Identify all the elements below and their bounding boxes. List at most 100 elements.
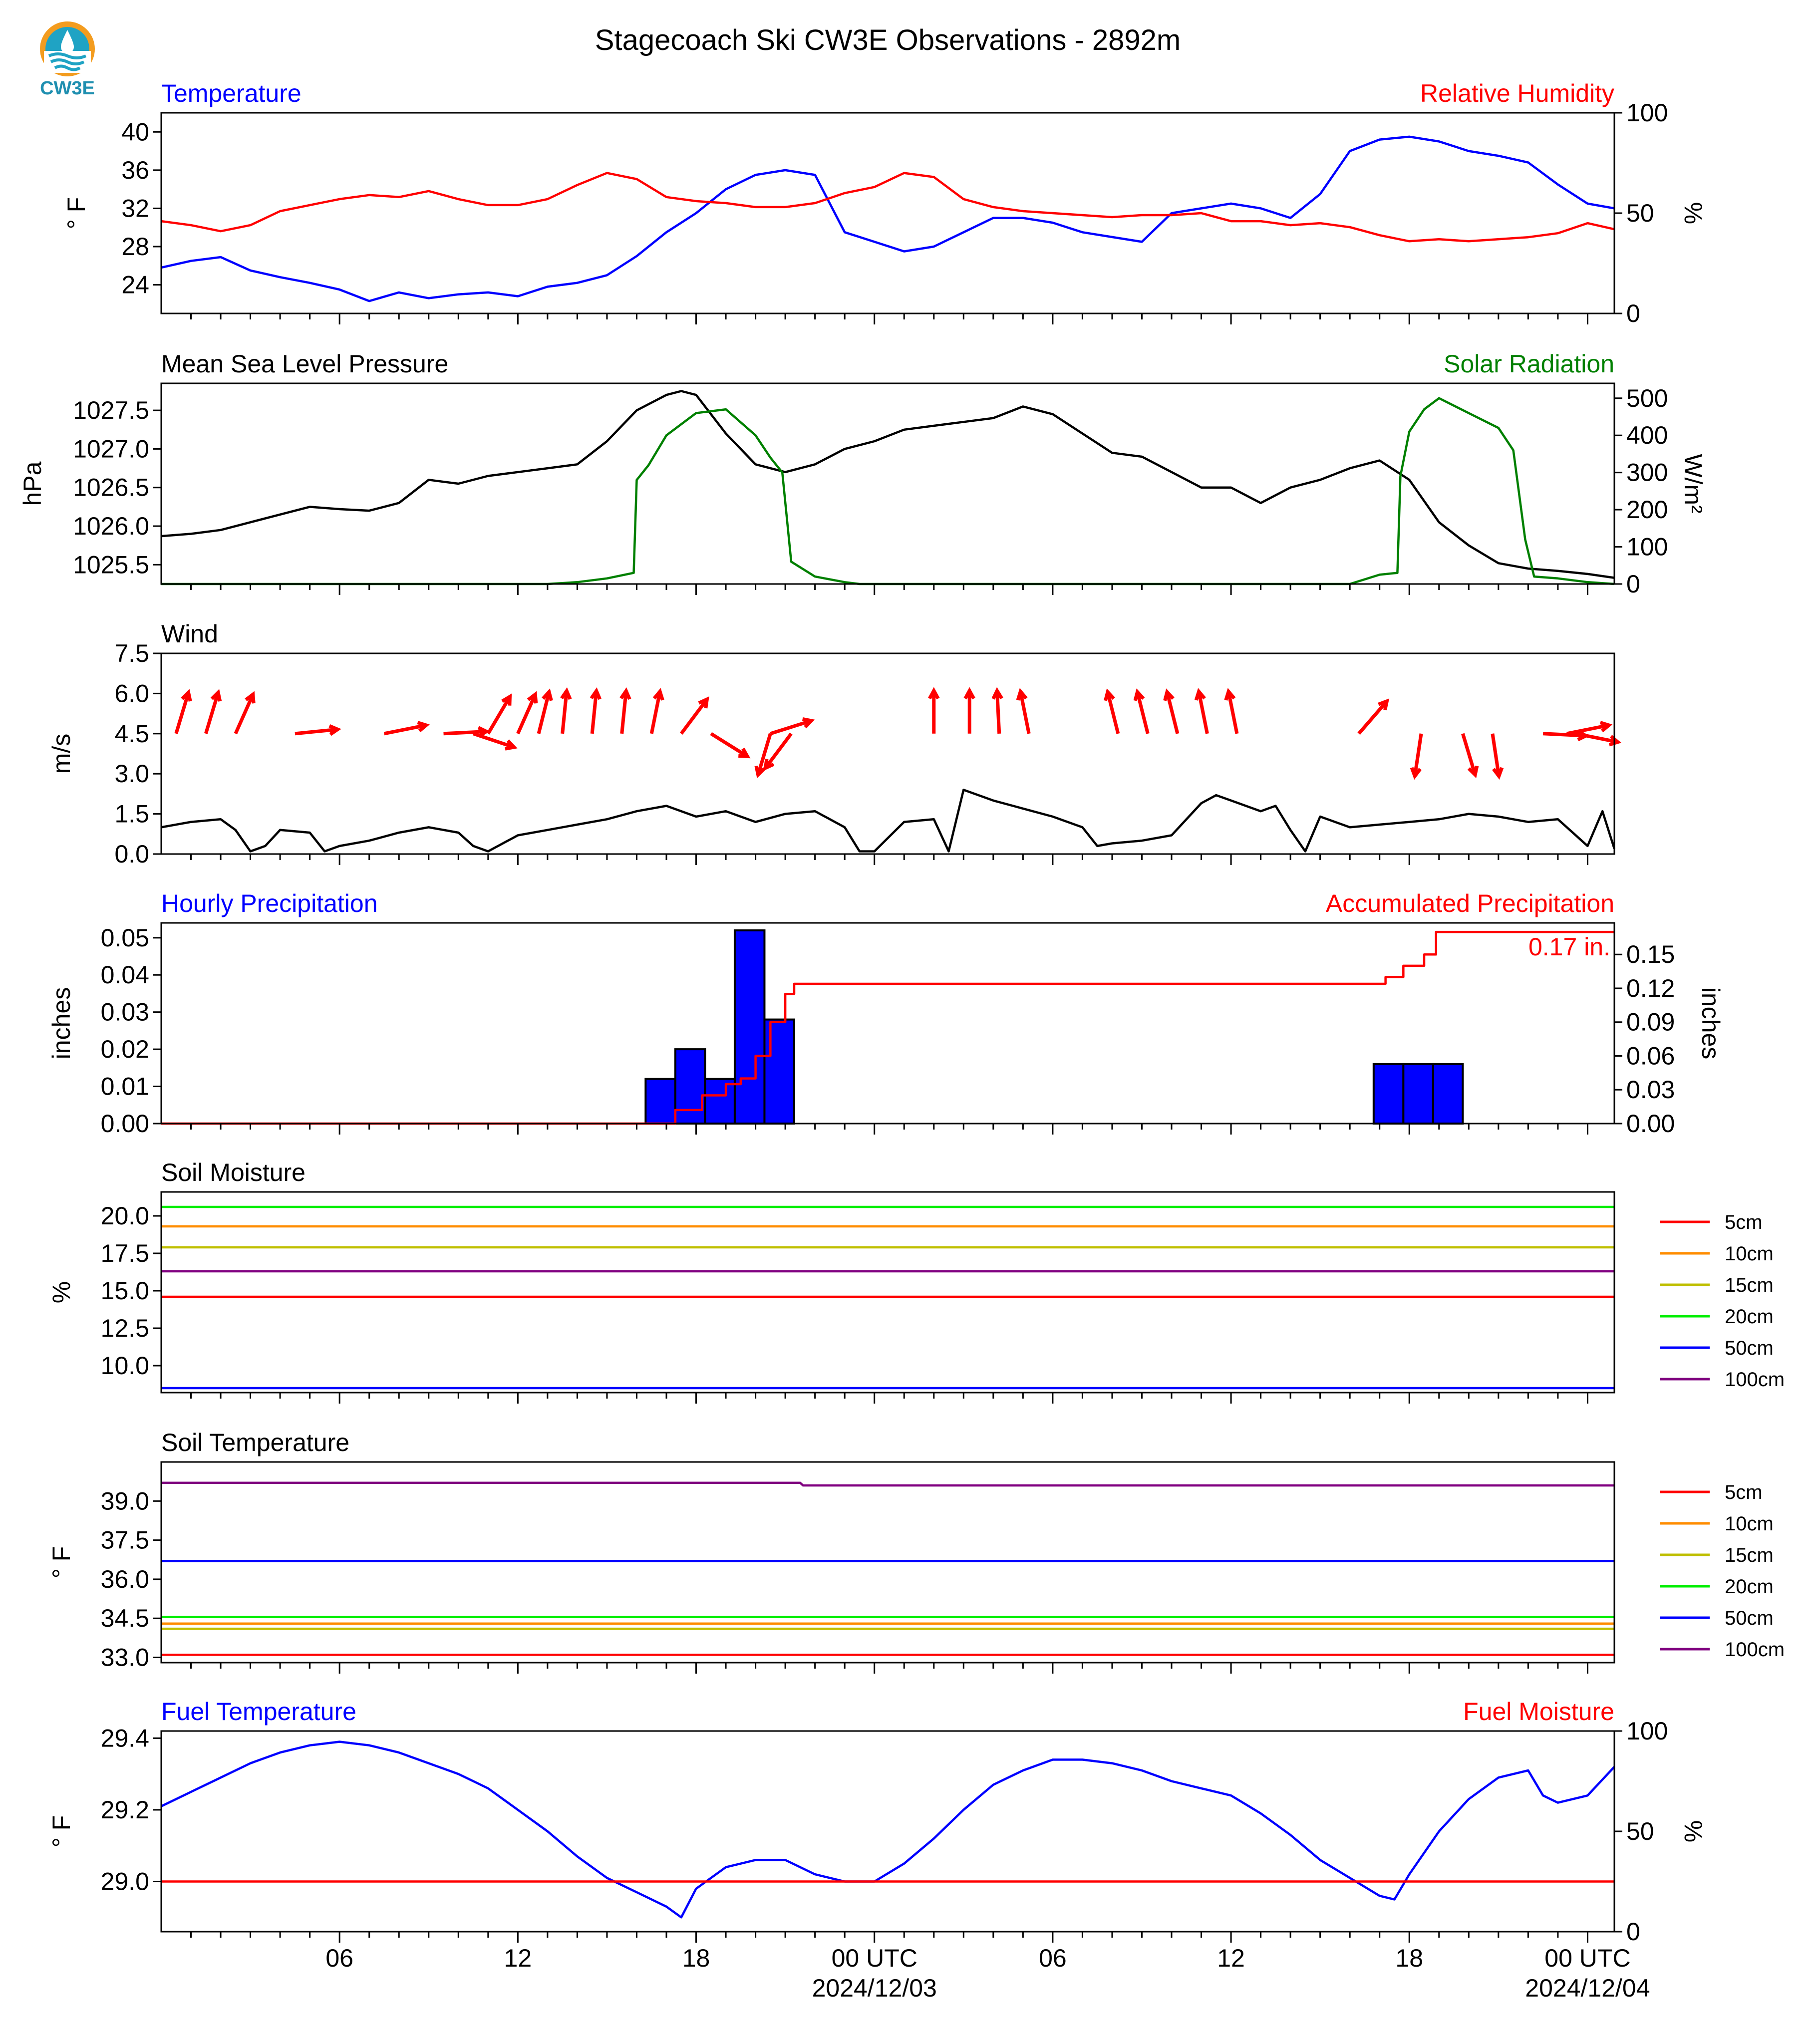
legend-label: 100cm (1725, 1369, 1785, 1391)
y-tick-label-right: 400 (1626, 421, 1668, 449)
panel-title-right: Relative Humidity (1420, 79, 1614, 107)
y-axis-label-right: % (1679, 202, 1707, 224)
panel-title-left: Hourly Precipitation (161, 889, 378, 917)
wind-vector (1224, 688, 1239, 734)
wind-vector-shaft (472, 732, 515, 749)
wind-vector-head (763, 759, 775, 771)
x-tick-label: 18 (682, 1944, 710, 1972)
legend-label: 10cm (1725, 1243, 1774, 1265)
x-tick-label: 12 (1217, 1944, 1245, 1972)
panel-2: Wind m/s 0.0 1.5 3.0 4.5 6.0 7.5 (47, 620, 1622, 868)
depth-legend: 5cm 10cm 15cm 20cm 50cm 100cm (1660, 1481, 1785, 1661)
wind-vector (234, 691, 256, 735)
wind-vector-head (1378, 698, 1390, 711)
legend-label: 20cm (1725, 1306, 1774, 1328)
wind-vector (770, 717, 815, 736)
wind-vector-shaft (1575, 732, 1618, 744)
panel-frame (160, 382, 1615, 585)
wind-vector (1357, 698, 1390, 735)
y-tick-label: 1.5 (114, 800, 149, 828)
wind-vector (383, 721, 430, 736)
y-tick-label: 1026.5 (73, 474, 149, 502)
y-axis-label-right: inches (1697, 987, 1725, 1060)
y-tick-label-right: 50 (1626, 1817, 1654, 1845)
depth-legend: 5cm 10cm 15cm 20cm 50cm 100cm (1660, 1211, 1785, 1391)
wind-vector-shaft (537, 691, 551, 734)
wind-vector (1194, 688, 1209, 734)
wind-vector (991, 687, 1003, 734)
legend-label: 20cm (1725, 1576, 1774, 1598)
wind-vector-shaft (1357, 700, 1389, 735)
y-tick-label: 40 (121, 118, 149, 146)
y-axis-label: inches (47, 987, 75, 1060)
wind-vector (963, 687, 975, 734)
wind-vector-head (245, 691, 256, 704)
y-axis-label: ° F (47, 1546, 75, 1578)
y-tick-label: 15.0 (101, 1277, 149, 1305)
y-axis-label: ° F (62, 197, 90, 229)
y-tick-label-right: 0 (1626, 299, 1640, 327)
wind-vector-head (1492, 767, 1504, 780)
wind-vector-shaft (995, 690, 1001, 734)
y-tick-label: 0.04 (101, 961, 149, 989)
y-tick-label-right: 0.00 (1626, 1110, 1675, 1138)
wind-vector (649, 688, 664, 734)
panel-4: Soil Moisture% 10.0 12.5 15.0 17.5 20.0 5cm 10c… (47, 1159, 1785, 1404)
y-tick-label: 0.02 (101, 1035, 149, 1063)
wind-vector-head (738, 747, 751, 759)
wind-vector (486, 693, 512, 735)
wind-vector-head (1194, 688, 1206, 701)
y-tick-label-right: 100 (1626, 99, 1668, 127)
wind-vector-head (210, 689, 222, 702)
legend-label: 15cm (1725, 1544, 1774, 1566)
y-tick-label-right: 100 (1626, 533, 1668, 561)
wind-vector (590, 687, 602, 734)
precip-bar (1432, 1063, 1464, 1125)
panel-title-left: Wind (161, 620, 218, 648)
y-tick-label-right: 500 (1626, 384, 1668, 412)
wind-vector (619, 687, 631, 734)
panel-6: Fuel Temperature Fuel Moisture ° F % 29.0 29.… (47, 1698, 1707, 1946)
wind-vector (1104, 688, 1120, 734)
wind-vector-head (501, 693, 512, 706)
logo-text: CW3E (40, 78, 95, 99)
wind-vector-shaft (204, 692, 220, 734)
y-tick-label: 28 (121, 233, 149, 261)
y-tick-label: 17.5 (101, 1239, 149, 1267)
wind-vector-head (1599, 721, 1613, 733)
y-tick-label: 33.0 (101, 1644, 149, 1672)
precip-bar (733, 929, 766, 1125)
wind-vector (537, 688, 553, 734)
legend-label: 50cm (1725, 1607, 1774, 1629)
wind-vector-head (652, 688, 664, 701)
x-tick-label: 06 (1039, 1944, 1067, 1972)
y-tick-label: 34.5 (101, 1604, 149, 1632)
y-tick-label: 1026.0 (73, 512, 149, 540)
y-axis-label: hPa (18, 461, 46, 506)
y-tick-label: 12.5 (101, 1314, 149, 1342)
wind-vector-shaft (620, 690, 628, 734)
wind-vector-head (698, 696, 709, 709)
y-tick-label: 36.0 (101, 1565, 149, 1593)
wind-vector-shaft (1018, 691, 1031, 734)
wind-vector (928, 687, 940, 734)
series-line-temperature (161, 135, 1615, 302)
series-line-100cm (161, 1481, 1614, 1487)
wind-vector (1410, 733, 1423, 780)
series-line-relative-humidity (161, 172, 1615, 243)
y-tick-label: 3.0 (114, 760, 149, 788)
wind-vector-head (802, 717, 815, 729)
wind-vector-shaft (1165, 691, 1180, 734)
y-tick-label-right: 300 (1626, 459, 1668, 487)
series-line-fuel-temperature (161, 1740, 1615, 1919)
series-line-solar-radiation (161, 397, 1615, 585)
y-tick-label-right: 0.06 (1626, 1042, 1675, 1070)
panel-frame (160, 652, 1615, 855)
wind-vector-head (1104, 688, 1115, 701)
panel-title-left: Temperature (161, 79, 302, 107)
wind-vector-shaft (590, 690, 599, 734)
y-tick-label: 10.0 (101, 1352, 149, 1380)
series-line-accumulated-precipitation (161, 930, 1614, 1125)
y-tick-label: 1027.5 (73, 396, 149, 424)
